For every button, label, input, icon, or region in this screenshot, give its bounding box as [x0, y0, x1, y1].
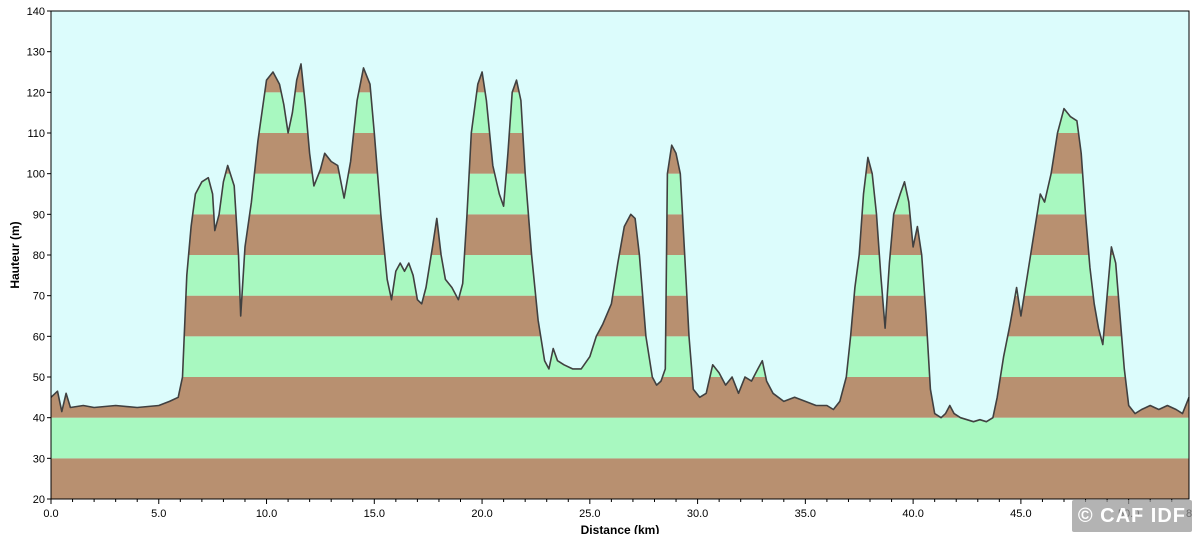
y-tick-label: 140	[27, 6, 45, 18]
x-tick-label: 10.0	[256, 508, 277, 520]
x-tick-label: 20.0	[471, 508, 492, 520]
x-tick-label: 35.0	[795, 508, 816, 520]
y-tick-label: 60	[33, 331, 45, 343]
y-axis-title: Hauteur (m)	[8, 221, 22, 288]
y-axis: 20 30 40 50 60 70 80 90 100 110 120 130 140	[27, 6, 51, 506]
y-tick-label: 70	[33, 291, 45, 303]
y-tick-label: 130	[27, 47, 45, 59]
x-tick-label: 15.0	[364, 508, 385, 520]
elevation-profile-line	[50, 63, 1190, 423]
elevation-band	[51, 417, 1189, 459]
x-tick-label: 25.0	[579, 508, 600, 520]
elevation-band	[51, 377, 1189, 418]
x-axis-title: Distance (km)	[581, 523, 660, 534]
y-tick-label: 110	[27, 128, 45, 140]
y-tick-label: 40	[33, 413, 45, 425]
x-tick-label: 0.0	[43, 508, 58, 520]
y-tick-label: 20	[33, 494, 45, 506]
y-tick-label: 120	[27, 87, 45, 99]
y-tick-label: 30	[33, 453, 45, 465]
y-tick-label: 50	[33, 372, 45, 384]
y-tick-label: 100	[27, 169, 45, 181]
x-tick-label: 5.0	[151, 508, 166, 520]
x-tick-label: 40.0	[902, 508, 923, 520]
x-tick-label: 45.0	[1010, 508, 1031, 520]
elevation-band	[51, 336, 1189, 377]
caf-idf-watermark: © CAF IDF	[1071, 500, 1192, 532]
x-tick-label: 30.0	[687, 508, 708, 520]
y-tick-label: 90	[33, 209, 45, 221]
elevation-band	[51, 458, 1189, 499]
x-axis: 0.05.010.015.020.025.030.035.040.045.050…	[43, 499, 1192, 520]
y-tick-label: 80	[33, 250, 45, 262]
